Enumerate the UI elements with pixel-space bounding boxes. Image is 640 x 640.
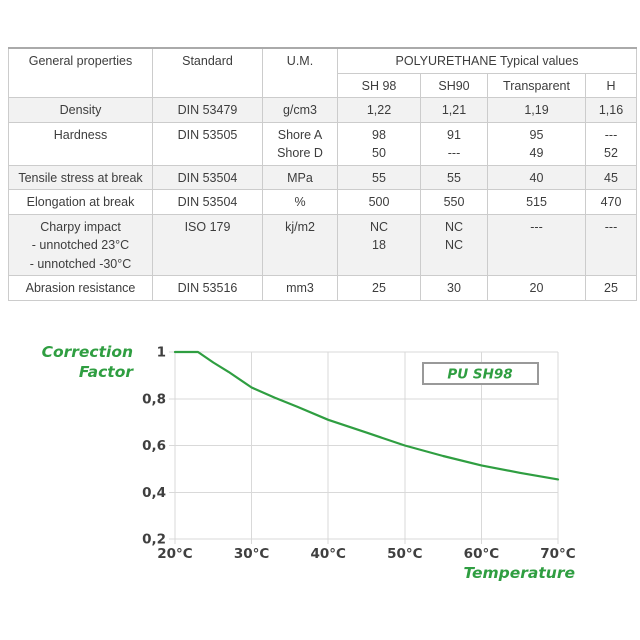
header-polyurethane-group: POLYURETHANE Typical values bbox=[337, 47, 637, 74]
cell-property: Elongation at break bbox=[8, 189, 153, 215]
cell-standard: DIN 53479 bbox=[152, 97, 263, 123]
cell-transparent: --- bbox=[487, 213, 586, 276]
cell-um: kj/m2 bbox=[262, 213, 338, 276]
chart-canvas: 1 0,8 0,6 0,4 0,220°C 30°C 40°C 50°C 60°C 70°C Cor… bbox=[42, 343, 576, 582]
table-row: Tensile stress at break DIN 53504 MPa 55 55 4… bbox=[8, 164, 637, 190]
chart-title-line: Factor bbox=[79, 363, 135, 381]
cell-um: g/cm3 bbox=[262, 97, 338, 123]
legend-box bbox=[422, 362, 539, 385]
x-axis-tick-label: 50°C bbox=[387, 546, 423, 562]
header-general-properties: General properties bbox=[8, 47, 153, 98]
cell-sh90: 550 bbox=[420, 189, 488, 215]
table-row: Density DIN 53479 g/cm3 1,22 1,21 1,19 1,16 bbox=[8, 97, 637, 123]
cell-h: 45 bbox=[585, 164, 637, 190]
cell-um: mm3 bbox=[262, 275, 338, 301]
cell-standard: ISO 179 bbox=[152, 213, 263, 276]
x-axis-tick-label: 60°C bbox=[464, 546, 500, 562]
x-axis-tick-label: 30°C bbox=[234, 546, 270, 562]
cell-sh90: NC NC bbox=[420, 213, 488, 276]
correction-factor-chart: 1 0,8 0,6 0,4 0,2 20°C 30°C 40°C 50°C 60°C 70°C Cor… bbox=[0, 300, 640, 640]
table-row: Abrasion resistance DIN 53516 mm3 25 30 20 25 bbox=[8, 275, 637, 301]
cell-transparent: 515 bbox=[487, 189, 586, 215]
temperature-label: Temperature bbox=[463, 564, 575, 582]
cell-transparent: 40 bbox=[487, 164, 586, 190]
correction-curve bbox=[173, 350, 560, 481]
cell-standard: DIN 53504 bbox=[152, 164, 263, 190]
cell-property: Charpy impact - unnotched 23°C - unnotch… bbox=[8, 213, 153, 276]
properties-table: General properties Standard U.M. POLYURE… bbox=[8, 47, 637, 301]
legend-label: PU SH98 bbox=[447, 367, 512, 383]
cell-transparent: 95 49 bbox=[487, 121, 586, 166]
cell-property: Abrasion resistance bbox=[8, 275, 153, 301]
cell-h: --- 52 bbox=[585, 121, 637, 166]
y-axis-tick-label: 0,6 bbox=[142, 438, 166, 454]
cell-sh98: 55 bbox=[337, 164, 421, 190]
cell-h: --- bbox=[585, 213, 637, 276]
cell-h: 1,16 bbox=[585, 97, 637, 123]
cell-h: 470 bbox=[585, 189, 637, 215]
table-row: Elongation at break DIN 53504% 500 550 515 47… bbox=[8, 189, 637, 215]
cell-um: Shore A Shore D bbox=[262, 121, 338, 166]
cell-sh90: 1,21 bbox=[420, 97, 488, 123]
cell-transparent: 1,19 bbox=[487, 97, 586, 123]
cell-standard: DIN 53504 bbox=[152, 189, 263, 215]
header-transparent: Transparent bbox=[487, 72, 586, 98]
cell-property: Tensile stress at break bbox=[8, 164, 153, 190]
header-um: U.M. bbox=[262, 47, 338, 98]
chart-title-line: Correction bbox=[42, 343, 133, 361]
cell-sh98: 98 50 bbox=[337, 121, 421, 166]
cell-sh90: 30 bbox=[420, 275, 488, 301]
table-header: General properties Standard U.M. POLYURE… bbox=[8, 47, 637, 98]
cell-sh90: 91 --- bbox=[420, 121, 488, 166]
y-axis-tick-label: 0,8 bbox=[142, 391, 166, 407]
table-row: Hardness DIN 53505 Shore A Shore D 98 50 91 … bbox=[8, 121, 637, 166]
y-axis-tick-label: 0,2 bbox=[142, 532, 166, 548]
table-row: Charpy impact - unnotched 23°C - unnotch… bbox=[8, 213, 637, 276]
x-axis-tick-label: 40°C bbox=[310, 546, 346, 562]
y-axis-tick-label: 0,4 bbox=[142, 485, 166, 501]
cell-h: 25 bbox=[585, 275, 637, 301]
table-body: Density DIN 53479 g/cm3 1,22 1,21 1,19 1,16 Har… bbox=[8, 97, 637, 301]
x-axis-tick-label: 70°C bbox=[540, 546, 576, 562]
y-axis-tick-label: 1 bbox=[157, 345, 166, 361]
x-axis-tick-label: 20°C bbox=[157, 546, 193, 562]
header-sh90: SH90 bbox=[420, 72, 488, 98]
cell-um: % bbox=[262, 189, 338, 215]
cell-um: MPa bbox=[262, 164, 338, 190]
cell-transparent: 20 bbox=[487, 275, 586, 301]
cell-property: Density bbox=[8, 97, 153, 123]
header-h: H bbox=[585, 72, 637, 98]
header-standard: Standard bbox=[152, 47, 263, 98]
cell-sh98: 500 bbox=[337, 189, 421, 215]
cell-standard: DIN 53505 bbox=[152, 121, 263, 166]
cell-sh98: 1,22 bbox=[337, 97, 421, 123]
cell-sh90: 55 bbox=[420, 164, 488, 190]
header-sh98: SH 98 bbox=[337, 72, 421, 98]
cell-property: Hardness bbox=[8, 121, 153, 166]
cell-sh98: 25 bbox=[337, 275, 421, 301]
cell-sh98: NC 18 bbox=[337, 213, 421, 276]
cell-standard: DIN 53516 bbox=[152, 275, 263, 301]
